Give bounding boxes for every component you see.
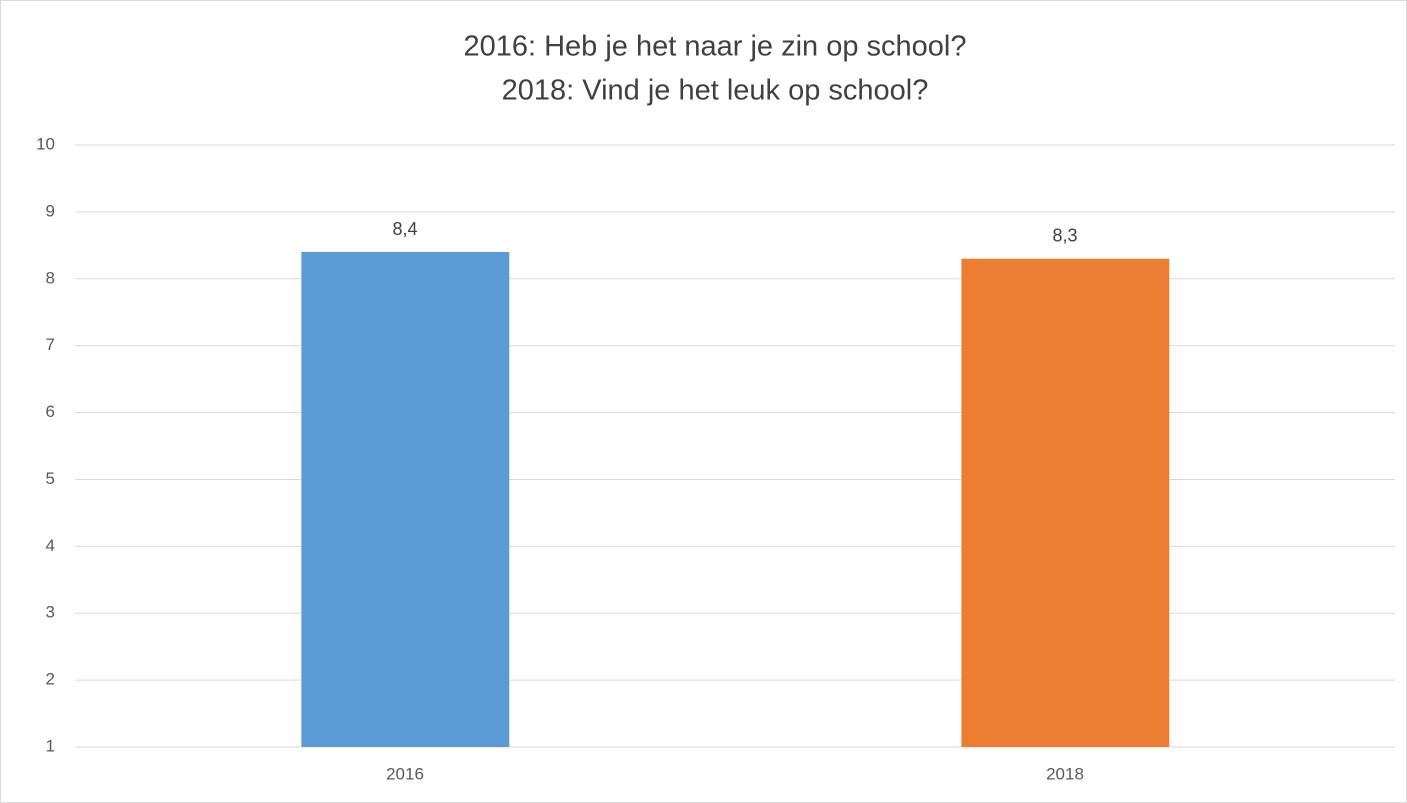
chart-title: 2018: Vind je het leuk op school?: [502, 75, 929, 107]
y-tick-label: 4: [46, 536, 55, 555]
y-tick-label: 3: [46, 603, 55, 622]
data-label: 8,4: [392, 219, 417, 239]
y-tick-label: 9: [46, 201, 55, 220]
y-tick-label: 10: [36, 134, 55, 153]
bar: [301, 252, 510, 747]
y-tick-label: 8: [46, 268, 55, 287]
y-tick-label: 6: [46, 402, 55, 421]
x-tick-label: 2018: [1046, 764, 1084, 783]
data-label: 8,3: [1052, 225, 1077, 245]
y-tick-label: 5: [46, 469, 55, 488]
x-tick-label: 2016: [386, 764, 424, 783]
y-tick-label: 1: [46, 736, 55, 755]
chart-title: 2016: Heb je het naar je zin op school?: [463, 31, 966, 63]
bar: [961, 258, 1170, 747]
y-tick-label: 2: [46, 670, 55, 689]
y-tick-label: 7: [46, 335, 55, 354]
